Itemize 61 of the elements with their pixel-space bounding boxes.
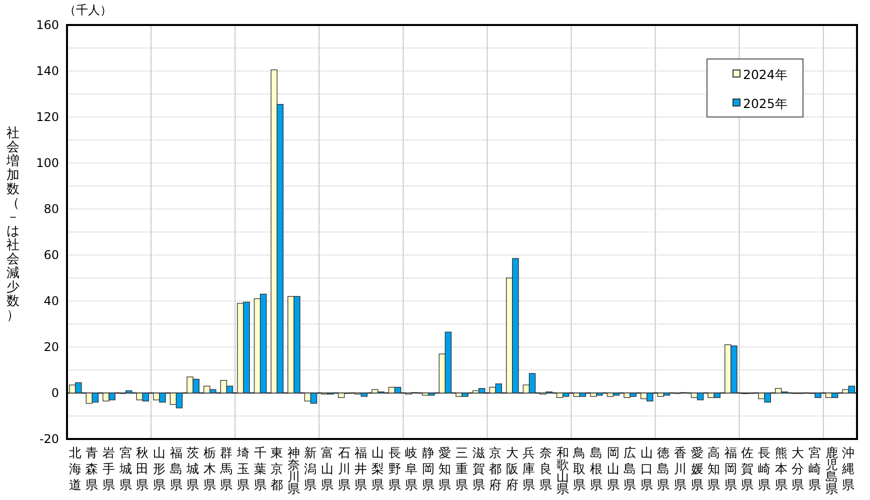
x-tick-label: 奈良県 [540, 445, 553, 492]
x-tick-label: 石川県 [338, 445, 351, 492]
x-tick-label: 京都府 [489, 445, 502, 492]
x-tick-label: 兵庫県 [522, 445, 536, 492]
x-tick-label: 北海道 [68, 445, 82, 492]
y-tick-label: 60 [44, 248, 59, 262]
x-tick-label: 岐阜県 [405, 445, 418, 492]
y-tick-label: 0 [51, 386, 59, 400]
x-tick-label: 長崎県 [758, 445, 772, 492]
x-tick-label: 青森県 [86, 445, 99, 492]
x-tick-label: 鹿児島県 [825, 445, 838, 496]
y-tick-label: 140 [36, 64, 59, 78]
x-tick-label: 栃木県 [203, 445, 216, 492]
x-tick-label: 山形県 [152, 445, 166, 492]
x-tick-label: 長野県 [388, 445, 402, 492]
x-tick-label: 和歌山県 [556, 445, 570, 496]
x-tick-label: 鳥取県 [572, 445, 586, 492]
x-tick-label: 群馬県 [219, 445, 234, 492]
x-tick-label: 福岡県 [724, 445, 738, 492]
x-tick-label: 秋田県 [136, 445, 150, 492]
x-tick-label: 埼玉県 [236, 445, 250, 492]
x-tick-label: 香川県 [674, 445, 688, 492]
x-tick-label: 静岡県 [422, 445, 435, 492]
x-tick-label: 広島県 [624, 445, 637, 492]
y-tick-label: 40 [44, 294, 59, 308]
x-tick-label: 高知県 [708, 445, 721, 492]
legend-label: 2024年 [743, 67, 788, 82]
x-tick-label: 愛媛県 [690, 445, 704, 492]
x-tick-label: 山口県 [640, 445, 654, 492]
y-tick-label: 160 [36, 18, 59, 32]
x-tick-label: 徳島県 [657, 445, 670, 492]
legend-label: 2025年 [743, 96, 788, 111]
x-tick-label: 熊本県 [774, 445, 788, 492]
x-tick-label: 岩手県 [102, 445, 116, 492]
y-tick-label: 20 [44, 340, 59, 354]
x-tick-label: 岡山県 [606, 445, 620, 492]
x-tick-label: 宮城県 [118, 445, 132, 492]
text: （千人） [64, 3, 112, 17]
x-tick-label: 福井県 [354, 445, 368, 492]
x-tick-label: 新潟県 [304, 445, 318, 492]
text: 社会増加数（－は社会減少数） [6, 126, 20, 323]
x-tick-label: 神奈川県 [287, 445, 300, 496]
x-tick-label: 大分県 [792, 445, 805, 492]
y-tick-label: 80 [44, 202, 59, 216]
x-tick-label: 宮崎県 [808, 445, 822, 492]
x-tick-label: 滋賀県 [472, 445, 486, 492]
x-tick-label: 山梨県 [371, 445, 384, 492]
y-tick-label: 120 [36, 110, 59, 124]
x-tick-label: 島根県 [590, 445, 603, 492]
y-tick-label: -20 [39, 432, 59, 446]
x-tick-label: 三重県 [456, 445, 468, 492]
x-tick-label: 茨城県 [186, 445, 200, 492]
x-tick-label: 福島県 [170, 445, 183, 492]
y-tick-label: 100 [36, 156, 59, 170]
x-tick-label: 沖縄県 [841, 445, 856, 492]
x-tick-label: 富山県 [321, 445, 334, 492]
x-tick-label: 愛知県 [438, 445, 452, 492]
x-tick-label: 東京都 [270, 445, 284, 492]
x-tick-label: 大阪府 [506, 445, 519, 492]
x-tick-label: 佐賀県 [741, 445, 754, 492]
x-tick-label: 千葉県 [254, 445, 267, 492]
